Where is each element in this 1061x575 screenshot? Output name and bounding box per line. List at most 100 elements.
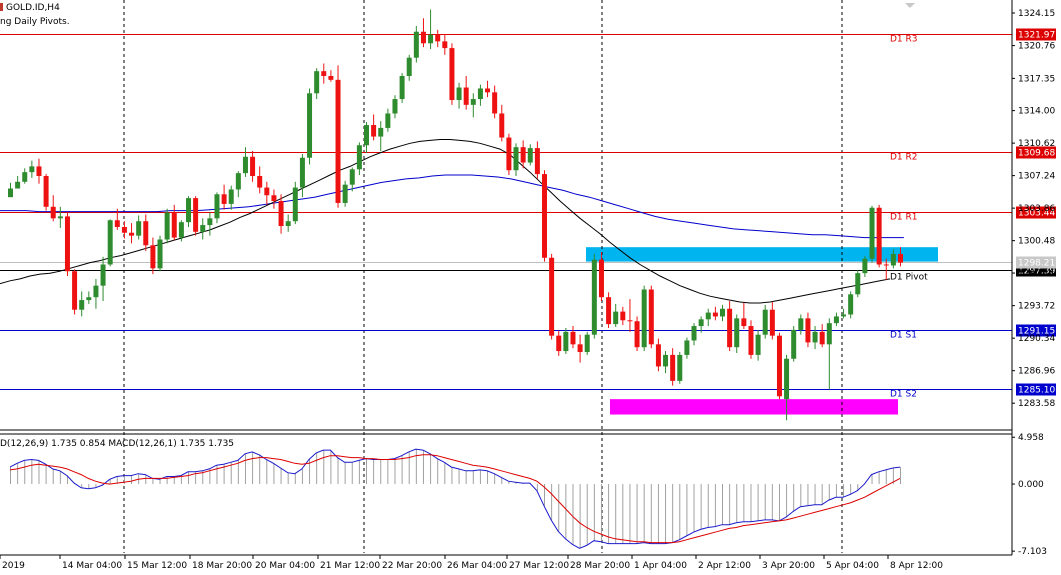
candle[interactable] <box>712 306 718 321</box>
candle[interactable] <box>178 220 184 242</box>
candle[interactable] <box>769 302 775 340</box>
candle[interactable] <box>413 25 419 63</box>
candle[interactable] <box>314 68 320 100</box>
candle[interactable] <box>734 314 740 353</box>
candle[interactable] <box>29 160 35 178</box>
candle[interactable] <box>186 196 191 227</box>
candle[interactable] <box>784 354 790 421</box>
candle[interactable] <box>64 212 70 277</box>
candle[interactable] <box>349 167 355 192</box>
candle[interactable] <box>805 312 811 348</box>
candle[interactable] <box>200 218 206 240</box>
candle[interactable] <box>577 334 583 363</box>
candle[interactable] <box>342 180 348 207</box>
candle[interactable] <box>385 108 391 132</box>
candle[interactable] <box>755 329 761 361</box>
candle[interactable] <box>335 65 341 208</box>
candle[interactable] <box>100 256 106 302</box>
candle[interactable] <box>420 18 426 48</box>
candle[interactable] <box>264 181 270 205</box>
candle[interactable] <box>228 185 234 210</box>
candle[interactable] <box>698 316 704 333</box>
candle[interactable] <box>663 351 669 374</box>
candle[interactable] <box>271 189 277 209</box>
candle[interactable] <box>591 253 597 339</box>
candle[interactable] <box>193 196 199 236</box>
candle[interactable] <box>242 147 248 177</box>
candle[interactable] <box>250 151 256 182</box>
candle[interactable] <box>171 204 177 241</box>
candle[interactable] <box>584 331 590 355</box>
candle[interactable] <box>520 140 526 169</box>
candle[interactable] <box>428 9 434 50</box>
candle[interactable] <box>542 170 547 262</box>
candle[interactable] <box>598 251 604 302</box>
candle[interactable] <box>356 142 362 176</box>
candle[interactable] <box>527 144 533 166</box>
candle[interactable] <box>285 214 291 232</box>
candle[interactable] <box>890 249 896 269</box>
candle[interactable] <box>791 326 797 362</box>
candle[interactable] <box>506 133 512 176</box>
candle[interactable] <box>570 326 576 349</box>
candle[interactable] <box>848 291 854 319</box>
candle[interactable] <box>876 204 882 268</box>
candle[interactable] <box>399 73 405 103</box>
candle[interactable] <box>855 270 861 298</box>
candle[interactable] <box>648 285 654 349</box>
candle[interactable] <box>435 29 441 48</box>
candle[interactable] <box>207 212 213 236</box>
candle[interactable] <box>136 215 142 240</box>
candle[interactable] <box>143 214 149 252</box>
candle[interactable] <box>15 176 21 189</box>
candle[interactable] <box>534 141 540 179</box>
candle[interactable] <box>292 181 298 225</box>
candle[interactable] <box>819 324 825 348</box>
candle[interactable] <box>364 122 369 153</box>
candle[interactable] <box>556 330 562 356</box>
candle[interactable] <box>449 43 455 105</box>
candle[interactable] <box>86 291 92 304</box>
candle[interactable] <box>898 247 903 267</box>
candle[interactable] <box>57 206 63 228</box>
candle[interactable] <box>299 153 305 198</box>
candle[interactable] <box>641 285 647 352</box>
candle[interactable] <box>748 320 754 359</box>
candle[interactable] <box>833 312 839 327</box>
candle[interactable] <box>620 306 626 326</box>
candle[interactable] <box>549 253 555 340</box>
candle[interactable] <box>50 195 56 222</box>
candle[interactable] <box>442 34 448 55</box>
candle[interactable] <box>93 278 99 309</box>
candle[interactable] <box>214 192 220 224</box>
candle[interactable] <box>492 85 498 119</box>
candle[interactable] <box>43 174 49 211</box>
candle[interactable] <box>776 332 782 400</box>
candle[interactable] <box>741 302 747 329</box>
candle[interactable] <box>691 323 697 346</box>
candle[interactable] <box>371 114 377 141</box>
candle[interactable] <box>563 327 569 354</box>
candle[interactable] <box>321 63 327 84</box>
candle[interactable] <box>72 269 78 315</box>
candles-layer[interactable] <box>8 9 903 421</box>
candle[interactable] <box>513 143 519 177</box>
candle[interactable] <box>406 54 412 81</box>
candle[interactable] <box>826 318 832 390</box>
candle[interactable] <box>257 166 263 194</box>
candle[interactable] <box>164 208 170 244</box>
candle[interactable] <box>392 95 398 119</box>
candle[interactable] <box>477 84 483 106</box>
candle[interactable] <box>883 258 889 280</box>
candle[interactable] <box>684 337 690 359</box>
candle[interactable] <box>798 314 804 335</box>
candle[interactable] <box>812 326 818 350</box>
candle[interactable] <box>79 291 85 317</box>
candle[interactable] <box>36 158 42 184</box>
candle[interactable] <box>378 121 384 152</box>
candle[interactable] <box>157 235 163 272</box>
candle[interactable] <box>762 304 768 339</box>
candle[interactable] <box>720 304 725 322</box>
candle[interactable] <box>677 352 683 384</box>
